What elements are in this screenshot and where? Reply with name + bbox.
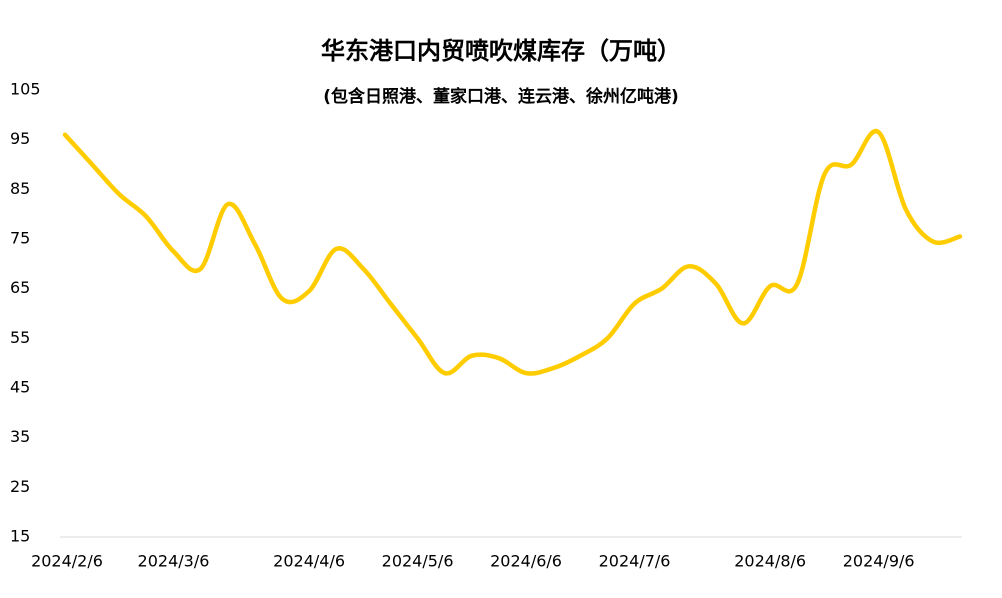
x-tick-label: 2024/2/6 [31,552,103,571]
y-tick-label: 105 [10,80,41,99]
x-tick-label: 2024/5/6 [382,552,454,571]
y-tick-label: 35 [10,427,30,446]
y-tick-label: 55 [10,328,30,347]
x-tick-label: 2024/6/6 [490,552,562,571]
chart-subtitle: (包含日照港、董家口港、连云港、徐州亿吨港) [323,86,679,107]
chart-title: 华东港口内贸喷吹煤库存（万吨） [321,37,681,65]
y-tick-label: 25 [10,477,30,496]
y-tick-label: 95 [10,129,30,148]
y-tick-label: 15 [10,527,30,546]
x-tick-label: 2024/4/6 [273,552,345,571]
y-tick-label: 65 [10,278,30,297]
y-tick-label: 85 [10,179,30,198]
y-tick-label: 75 [10,229,30,248]
x-tick-label: 2024/7/6 [599,552,671,571]
y-tick-label: 45 [10,378,30,397]
x-tick-label: 2024/8/6 [734,552,806,571]
x-tick-label: 2024/9/6 [843,552,915,571]
line-series [62,128,963,376]
x-tick-label: 2024/3/6 [138,552,210,571]
